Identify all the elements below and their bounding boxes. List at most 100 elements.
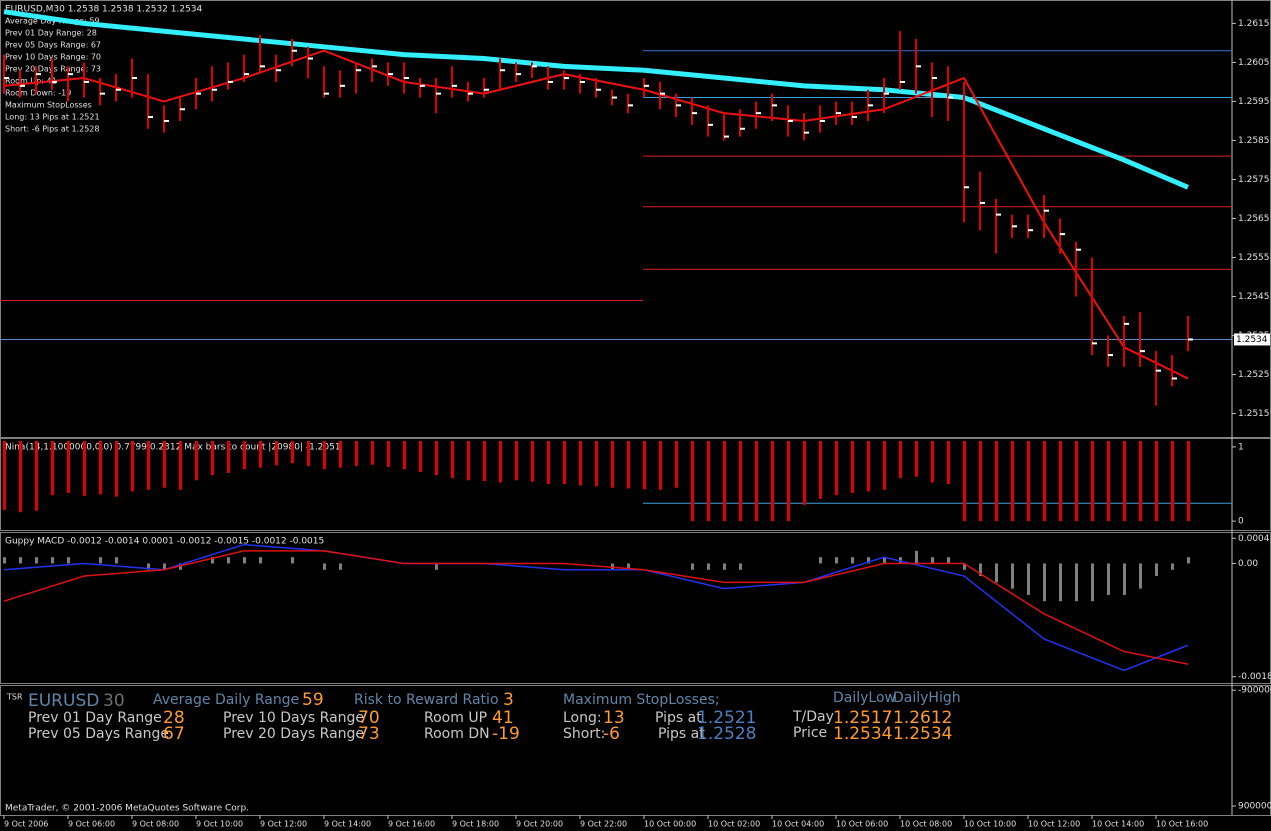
- indicator-bar: [147, 441, 150, 490]
- y-tick-label: 1.2565: [1238, 214, 1270, 224]
- indicator-bar: [611, 441, 614, 488]
- histogram-bar: [739, 563, 742, 570]
- indicator-bar: [851, 441, 854, 493]
- histogram-bar: [35, 557, 38, 564]
- indicator-bar: [995, 441, 998, 522]
- indicator-bar: [1187, 441, 1190, 522]
- info-item: Long:: [563, 710, 602, 726]
- info-line: Prev 10 Days Range: 70: [5, 53, 101, 62]
- x-tick-label: 9 Oct 16:00: [388, 820, 435, 829]
- indicator-bar: [643, 441, 646, 490]
- histogram-bar: [435, 563, 438, 570]
- y-tick-label: 1.2545: [1238, 292, 1270, 302]
- macd-line: [3, 550, 1189, 665]
- indicator-bar: [1075, 441, 1078, 522]
- histogram-bar: [1043, 563, 1046, 602]
- histogram-bar: [1107, 563, 1110, 595]
- histogram-bar: [947, 557, 950, 564]
- indicator-bar: [403, 441, 406, 470]
- info-item: Risk to Reward Ratio: [354, 692, 499, 708]
- indicator-bar: [1107, 441, 1110, 522]
- indicator-bar: [3, 441, 6, 510]
- indicator-bar: [227, 441, 230, 473]
- x-tick-label: 10 Oct 10:00: [964, 820, 1016, 829]
- y-tick-label: 1.2575: [1238, 175, 1270, 185]
- x-tick-label: 10 Oct 16:00: [1156, 820, 1208, 829]
- info-item: Short:: [563, 726, 605, 742]
- histogram-bar: [323, 563, 326, 570]
- indicator-bar: [787, 441, 790, 522]
- x-tick-label: 9 Oct 2006: [4, 820, 48, 829]
- x-tick-label: 10 Oct 00:00: [644, 820, 696, 829]
- histogram-bar: [1155, 563, 1158, 577]
- indicator-bar: [675, 441, 678, 488]
- histogram-bar: [1091, 563, 1094, 602]
- indicator-bar: [531, 441, 534, 482]
- indicator-bar: [707, 441, 710, 522]
- histogram-bar: [707, 563, 710, 570]
- x-tick-label: 10 Oct 14:00: [1092, 820, 1144, 829]
- x-tick-label: 10 Oct 08:00: [900, 820, 952, 829]
- x-tick-label: 10 Oct 04:00: [772, 820, 824, 829]
- info-item: Prev 20 Days Range: [223, 726, 364, 742]
- info-line: Room Down: -19: [5, 89, 71, 98]
- histogram-bar: [1171, 563, 1174, 570]
- moving-average: [3, 9, 1189, 190]
- histogram-bar: [211, 557, 214, 564]
- indicator-bar: [483, 441, 486, 482]
- histogram-bar: [723, 563, 726, 570]
- indicator-bar: [211, 441, 214, 476]
- indicator-bar: [451, 441, 454, 479]
- indicator-bar: [339, 441, 342, 468]
- info-item: 59: [302, 690, 324, 710]
- histogram-bar: [819, 557, 822, 564]
- info-item: 1.2534: [833, 724, 892, 744]
- histogram-bar: [291, 557, 294, 564]
- indicator-bar: [595, 441, 598, 487]
- info-item: 13: [603, 708, 625, 728]
- info-item: 41: [492, 708, 514, 728]
- indicator-bar: [931, 441, 934, 483]
- histogram-bar: [259, 557, 262, 564]
- info-item: T/Day: [792, 709, 834, 725]
- info-item: Room UP: [424, 710, 487, 726]
- x-tick-label: 9 Oct 22:00: [580, 820, 627, 829]
- histogram-bar: [851, 557, 854, 564]
- histogram-bar: [1059, 563, 1062, 602]
- indicator-bar: [131, 441, 134, 492]
- indicator-bar: [547, 441, 550, 484]
- indicator-bar: [691, 441, 694, 522]
- x-tick-label: 10 Oct 06:00: [836, 820, 888, 829]
- y-tick-label: -0.0018: [1238, 672, 1271, 682]
- info-item: 28: [163, 708, 185, 728]
- y-tick-label: 9000000: [1238, 801, 1271, 811]
- indicator-bar: [291, 441, 294, 464]
- info-line: Prev 01 Day Range: 28: [5, 29, 97, 38]
- info-item: Maximum StopLosses;: [563, 692, 720, 708]
- histogram-bar: [1139, 563, 1142, 589]
- indicator-bar: [1155, 441, 1158, 522]
- indicator-bar: [515, 441, 518, 481]
- indicator-bar: [19, 441, 22, 513]
- info-item: 1.2534: [893, 724, 952, 744]
- info-line: Prev 05 Days Range: 67: [5, 41, 101, 50]
- histogram-bar: [147, 563, 150, 570]
- info-item: Prev 05 Days Range: [28, 726, 169, 742]
- histogram-bar: [1075, 563, 1078, 602]
- indicator-bar: [163, 441, 166, 488]
- histogram-bar: [163, 563, 166, 570]
- moving-average: [3, 49, 1189, 380]
- x-tick-label: 9 Oct 18:00: [452, 820, 499, 829]
- indicator-bar: [1139, 441, 1142, 522]
- info-item: -6: [603, 724, 620, 744]
- panel-frame: [0, 0, 1271, 438]
- info-item: DailyLow: [833, 690, 896, 706]
- histogram-bar: [1123, 563, 1126, 595]
- info-item: 1.2528: [697, 724, 756, 744]
- indicator-bar: [195, 441, 198, 481]
- info-line: Maximum StopLosses: [5, 101, 92, 110]
- info-item: Pips at: [658, 726, 705, 742]
- indicator-bar: [1091, 441, 1094, 522]
- histogram-bar: [67, 557, 70, 564]
